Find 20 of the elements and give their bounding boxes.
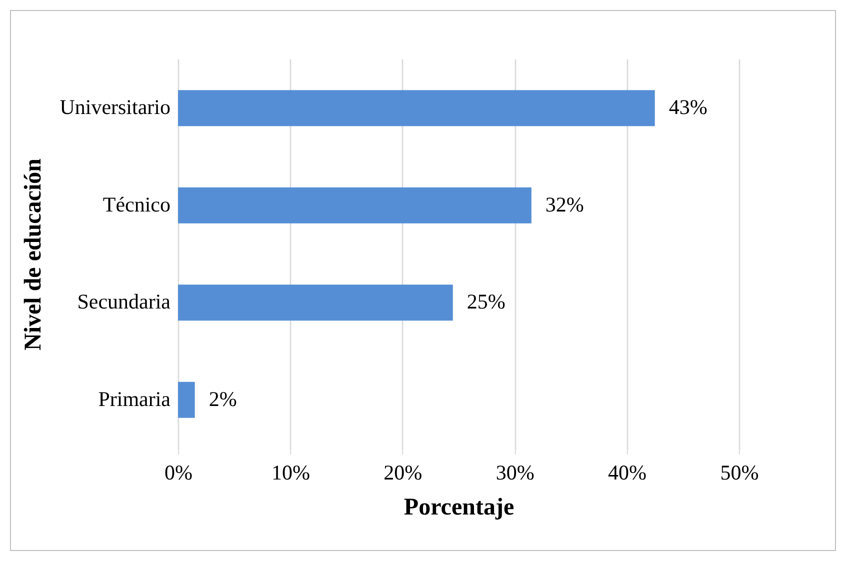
data-label: 25%	[466, 290, 506, 314]
y-axis-title: Nivel de educación	[20, 158, 47, 350]
bar	[178, 382, 195, 418]
x-tick-label: 50%	[720, 460, 759, 484]
x-tick-label: 10%	[271, 460, 310, 484]
data-label: 43%	[668, 95, 708, 120]
x-tick-label: 20%	[384, 460, 422, 484]
y-tick-label: Técnico	[102, 192, 170, 216]
data-label: 2%	[208, 386, 237, 411]
y-tick-label: Primaria	[98, 386, 172, 411]
bar	[178, 284, 453, 321]
bar	[178, 90, 655, 126]
x-tick-label: 30%	[496, 460, 534, 484]
x-tick-label: 0%	[164, 460, 192, 484]
y-tick-label: Universitario	[60, 95, 170, 120]
x-axis-title: Porcentaje	[404, 494, 514, 520]
data-label: 32%	[545, 192, 584, 216]
bar	[178, 187, 532, 224]
x-tick-label: 40%	[608, 460, 647, 484]
y-tick-label: Secundaria	[77, 290, 172, 314]
